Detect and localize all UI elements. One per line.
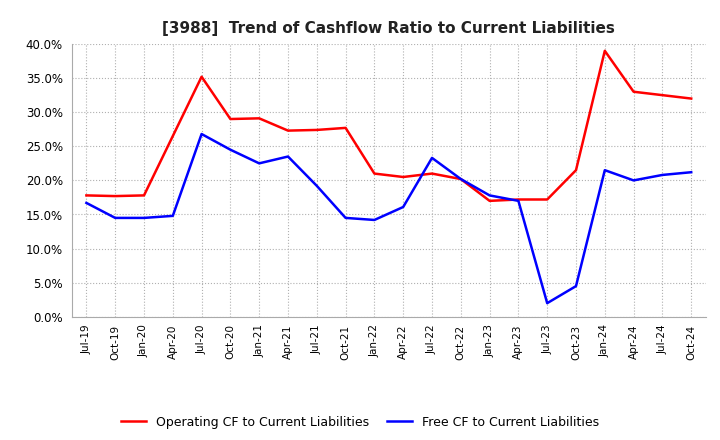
Free CF to Current Liabilities xyxy=(111,215,120,220)
Free CF to Current Liabilities xyxy=(140,215,148,220)
Free CF to Current Liabilities xyxy=(629,178,638,183)
Operating CF to Current Liabilities xyxy=(226,116,235,121)
Operating CF to Current Liabilities xyxy=(140,193,148,198)
Operating CF to Current Liabilities xyxy=(543,197,552,202)
Operating CF to Current Liabilities xyxy=(456,176,465,182)
Free CF to Current Liabilities xyxy=(312,183,321,188)
Operating CF to Current Liabilities xyxy=(514,197,523,202)
Operating CF to Current Liabilities xyxy=(312,127,321,132)
Title: [3988]  Trend of Cashflow Ratio to Current Liabilities: [3988] Trend of Cashflow Ratio to Curren… xyxy=(163,21,615,36)
Free CF to Current Liabilities xyxy=(284,154,292,159)
Free CF to Current Liabilities xyxy=(456,176,465,182)
Operating CF to Current Liabilities xyxy=(82,193,91,198)
Operating CF to Current Liabilities xyxy=(284,128,292,133)
Operating CF to Current Liabilities xyxy=(658,92,667,98)
Operating CF to Current Liabilities xyxy=(197,74,206,79)
Line: Free CF to Current Liabilities: Free CF to Current Liabilities xyxy=(86,134,691,303)
Free CF to Current Liabilities xyxy=(399,204,408,209)
Operating CF to Current Liabilities xyxy=(600,48,609,53)
Operating CF to Current Liabilities xyxy=(428,171,436,176)
Free CF to Current Liabilities xyxy=(197,132,206,137)
Operating CF to Current Liabilities xyxy=(572,168,580,173)
Free CF to Current Liabilities xyxy=(82,200,91,205)
Free CF to Current Liabilities xyxy=(370,217,379,223)
Operating CF to Current Liabilities xyxy=(255,116,264,121)
Free CF to Current Liabilities xyxy=(600,168,609,173)
Operating CF to Current Liabilities xyxy=(687,96,696,101)
Operating CF to Current Liabilities xyxy=(168,133,177,139)
Free CF to Current Liabilities xyxy=(168,213,177,219)
Free CF to Current Liabilities xyxy=(514,198,523,203)
Free CF to Current Liabilities xyxy=(543,301,552,306)
Operating CF to Current Liabilities xyxy=(629,89,638,94)
Operating CF to Current Liabilities xyxy=(485,198,494,203)
Free CF to Current Liabilities xyxy=(341,215,350,220)
Free CF to Current Liabilities xyxy=(687,169,696,175)
Operating CF to Current Liabilities xyxy=(341,125,350,131)
Free CF to Current Liabilities xyxy=(572,283,580,289)
Operating CF to Current Liabilities xyxy=(399,174,408,180)
Free CF to Current Liabilities xyxy=(255,161,264,166)
Free CF to Current Liabilities xyxy=(226,147,235,152)
Free CF to Current Liabilities xyxy=(658,172,667,178)
Line: Operating CF to Current Liabilities: Operating CF to Current Liabilities xyxy=(86,51,691,201)
Free CF to Current Liabilities xyxy=(485,193,494,198)
Operating CF to Current Liabilities xyxy=(370,171,379,176)
Free CF to Current Liabilities xyxy=(428,155,436,161)
Operating CF to Current Liabilities xyxy=(111,194,120,199)
Legend: Operating CF to Current Liabilities, Free CF to Current Liabilities: Operating CF to Current Liabilities, Fre… xyxy=(115,411,605,434)
